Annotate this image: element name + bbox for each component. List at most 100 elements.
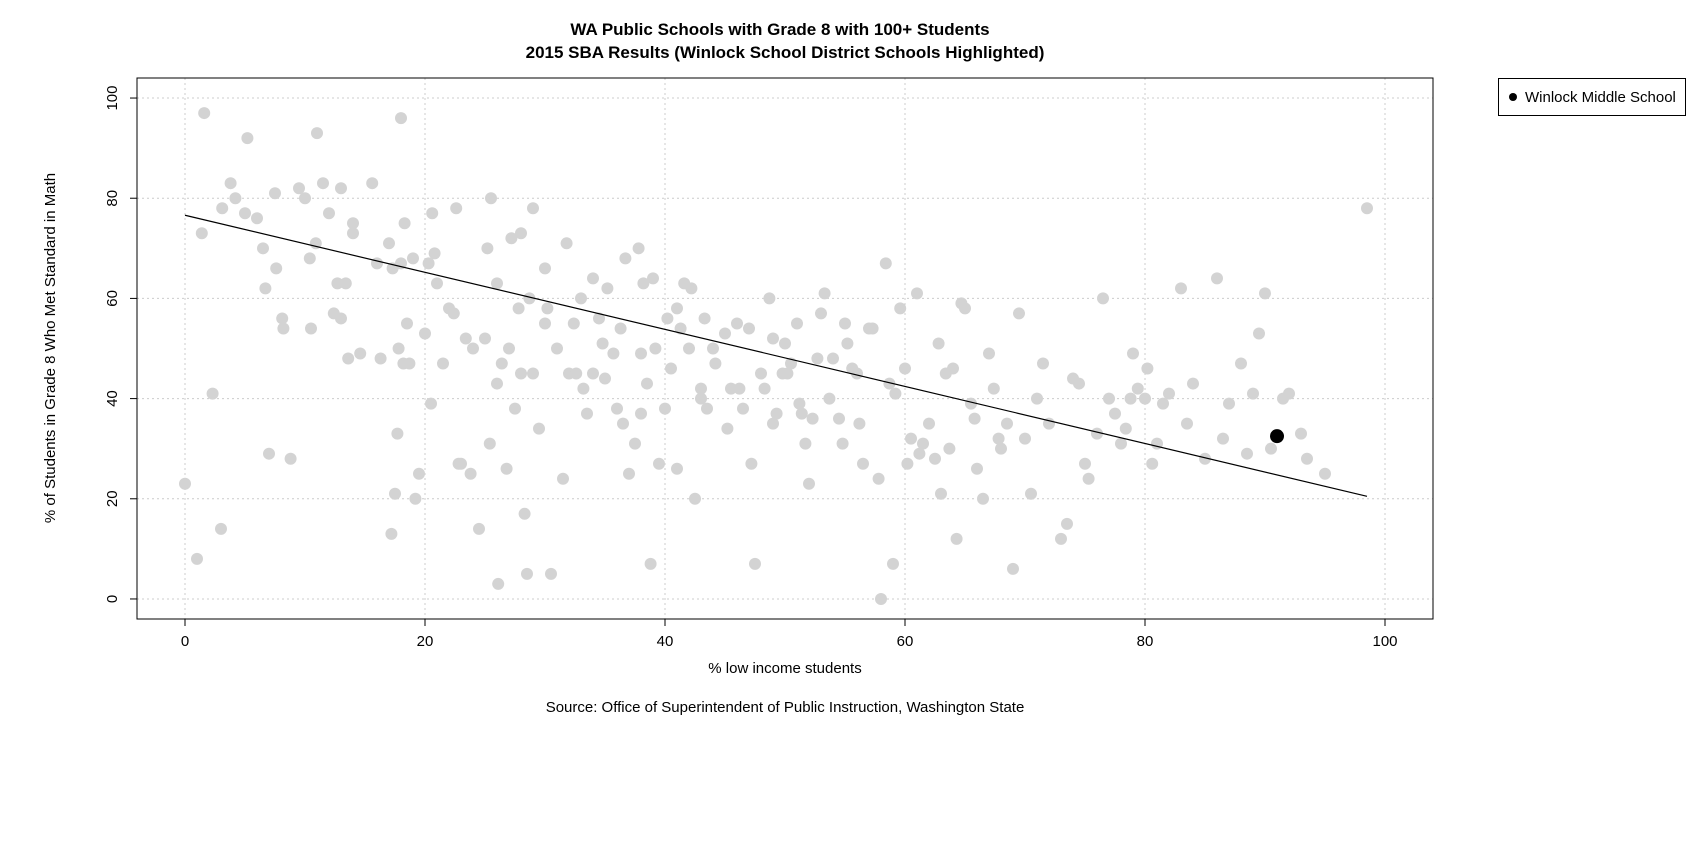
data-point xyxy=(637,277,650,290)
highlighted-points xyxy=(1270,429,1284,444)
data-point xyxy=(1181,417,1193,430)
data-point xyxy=(269,187,281,200)
data-point xyxy=(1211,272,1223,285)
data-point xyxy=(195,227,208,240)
data-point xyxy=(883,377,896,390)
data-point xyxy=(1097,292,1109,305)
data-point xyxy=(836,437,849,450)
data-point xyxy=(619,252,632,265)
legend-marker-icon xyxy=(1509,93,1517,101)
data-point xyxy=(413,467,425,480)
data-point xyxy=(806,412,819,425)
data-point xyxy=(431,277,443,290)
data-point xyxy=(932,337,945,350)
data-point xyxy=(695,392,707,405)
data-point xyxy=(270,262,283,275)
data-point xyxy=(929,452,941,465)
data-point xyxy=(1001,417,1013,430)
data-point xyxy=(872,472,885,485)
data-point xyxy=(347,227,359,240)
data-point xyxy=(198,107,211,120)
data-point xyxy=(527,202,539,215)
data-point xyxy=(659,402,671,415)
data-point xyxy=(339,277,352,290)
data-point xyxy=(518,507,531,520)
data-point xyxy=(1199,452,1211,465)
data-point xyxy=(649,342,662,355)
data-point xyxy=(1265,442,1277,455)
data-point xyxy=(671,462,683,475)
data-point xyxy=(599,372,611,385)
data-point xyxy=(1283,387,1295,400)
data-point xyxy=(422,257,435,270)
axes: 0 20 40 60 80 100 0 20 40 60 80 100 xyxy=(104,86,1398,650)
data-point xyxy=(276,312,289,325)
data-point xyxy=(447,307,460,320)
data-point xyxy=(335,312,347,325)
trend-line-group xyxy=(184,214,1368,497)
x-tick-label: 100 xyxy=(1372,633,1397,650)
data-point xyxy=(737,402,749,415)
data-point xyxy=(1157,397,1169,410)
data-point xyxy=(1082,472,1095,485)
data-point xyxy=(570,367,583,380)
data-point xyxy=(889,387,902,400)
data-point xyxy=(191,552,203,565)
data-point xyxy=(354,347,367,360)
data-point xyxy=(419,327,431,340)
data-point xyxy=(541,302,554,315)
data-point xyxy=(745,457,758,470)
data-point xyxy=(749,557,761,570)
data-point xyxy=(617,417,629,430)
data-point xyxy=(551,342,563,355)
data-point xyxy=(866,322,879,335)
data-point xyxy=(607,347,620,360)
data-point xyxy=(674,322,687,335)
legend-label: Winlock Middle School xyxy=(1525,88,1676,106)
data-point xyxy=(495,357,508,370)
data-point xyxy=(1127,347,1139,360)
data-point xyxy=(698,312,711,325)
data-point xyxy=(512,302,525,315)
data-point xyxy=(947,362,959,375)
data-point xyxy=(731,317,743,330)
y-tick-label: 0 xyxy=(104,595,121,603)
data-point xyxy=(527,367,539,380)
data-point xyxy=(515,227,527,240)
data-point xyxy=(1319,467,1331,480)
data-point xyxy=(323,207,335,220)
data-point xyxy=(523,292,536,305)
data-point xyxy=(827,352,839,365)
data-point xyxy=(841,337,854,350)
data-point xyxy=(483,437,496,450)
data-point xyxy=(1043,417,1055,430)
data-point xyxy=(601,282,614,295)
data-point xyxy=(575,292,587,305)
data-point xyxy=(707,342,719,355)
chart-subtitle: 2015 SBA Results (Winlock School Distric… xyxy=(526,43,1045,62)
source-note: Source: Office of Superintendent of Publ… xyxy=(546,699,1025,716)
data-point xyxy=(683,342,695,355)
data-point xyxy=(1007,562,1019,575)
data-point xyxy=(733,382,746,395)
data-point xyxy=(251,212,263,225)
data-point xyxy=(799,437,812,450)
y-tick-label: 100 xyxy=(104,86,121,111)
data-point xyxy=(1079,457,1091,470)
data-point xyxy=(317,177,329,190)
data-point xyxy=(459,332,472,345)
data-point xyxy=(206,387,219,400)
data-point xyxy=(743,322,755,335)
data-point xyxy=(811,352,824,365)
data-point xyxy=(259,282,272,295)
data-point xyxy=(481,242,494,255)
data-point xyxy=(1217,432,1229,445)
data-point xyxy=(653,457,665,470)
data-point xyxy=(614,322,627,335)
data-point xyxy=(1055,532,1067,545)
data-point xyxy=(366,177,379,190)
data-point xyxy=(971,462,983,475)
data-point xyxy=(923,417,935,430)
data-point xyxy=(1103,392,1115,405)
